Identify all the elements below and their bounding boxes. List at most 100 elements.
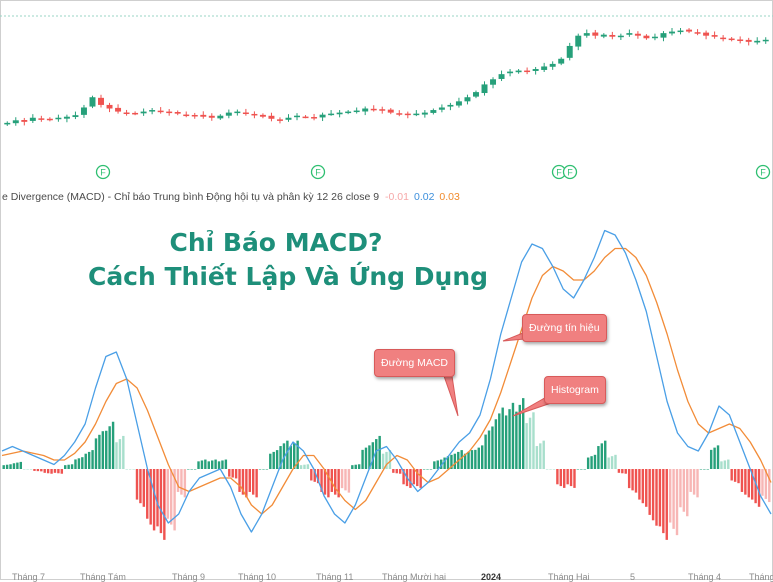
histogram-bar	[81, 457, 84, 469]
candle-body	[430, 110, 437, 113]
candle-body	[694, 32, 701, 34]
candle-body	[140, 111, 147, 114]
candle-body	[421, 112, 428, 115]
candle-body	[302, 116, 309, 119]
candle-body	[711, 35, 718, 37]
histogram-bar	[545, 469, 549, 470]
candle-body	[12, 120, 19, 124]
histogram-bar	[624, 469, 627, 474]
histogram-bar	[556, 469, 559, 485]
histogram-bar	[525, 423, 528, 469]
histogram-bar	[57, 469, 60, 474]
histogram-bar	[16, 462, 19, 469]
histogram-bar	[70, 464, 74, 469]
candle-body	[703, 32, 710, 36]
histogram-bar	[484, 434, 487, 469]
candle-body	[132, 112, 139, 115]
event-marker: F	[562, 164, 578, 180]
event-marker-label: F	[567, 168, 573, 178]
histogram-bar	[576, 469, 580, 470]
candle-body	[669, 31, 675, 34]
candle-body	[404, 113, 411, 116]
histogram-bar	[433, 461, 436, 469]
histogram-bar	[340, 469, 344, 489]
histogram-bar	[662, 469, 665, 534]
histogram-bar	[604, 440, 607, 469]
candle-body	[686, 29, 693, 32]
histogram-bar	[84, 453, 87, 469]
histogram-bar	[200, 460, 204, 469]
x-tick-label: 5	[630, 572, 636, 582]
histogram-bar	[241, 469, 245, 495]
candle-body	[72, 115, 79, 118]
histogram-bar	[251, 469, 255, 495]
candle-body	[600, 34, 607, 37]
histogram-bar	[156, 469, 159, 527]
event-marker: F	[755, 164, 771, 180]
candle-body	[98, 97, 104, 105]
histogram-bar	[648, 469, 651, 515]
histogram-bar	[754, 469, 757, 504]
histogram-bar	[761, 469, 764, 496]
histogram-bar	[238, 469, 241, 492]
candle-body	[583, 33, 590, 36]
candle-body	[413, 113, 420, 116]
histogram-bar	[378, 435, 381, 469]
histogram-bar	[610, 456, 614, 469]
histogram-bar	[511, 402, 515, 469]
histogram-bar	[617, 469, 621, 473]
candle-body	[123, 112, 130, 115]
histogram-bar	[706, 469, 709, 470]
histogram-bar	[768, 469, 771, 503]
candle-body	[464, 97, 471, 102]
candle-body	[80, 107, 87, 115]
histogram-bar	[33, 469, 36, 471]
candle-body	[149, 110, 156, 112]
histogram-bar	[658, 469, 662, 527]
candle-body	[379, 109, 386, 111]
candle-body	[737, 39, 744, 41]
histogram-bar	[686, 469, 689, 517]
histogram-bar	[607, 457, 610, 469]
histogram-bar	[91, 450, 94, 469]
histogram-bar	[228, 469, 231, 477]
histogram-bar	[422, 469, 426, 470]
candle-body	[336, 112, 343, 115]
headline-subtitle: Cách Thiết Lập Và Ứng Dụng	[87, 262, 489, 291]
candle-body	[490, 79, 497, 85]
macd-value: 0.02	[413, 191, 435, 203]
histogram-bar	[146, 469, 149, 519]
histogram-bar	[590, 456, 593, 469]
candle-body	[754, 40, 761, 43]
candle-body	[651, 36, 658, 39]
histogram-bar	[286, 440, 289, 469]
candle-body	[447, 104, 454, 107]
histogram-bar	[750, 469, 754, 500]
histogram-bar	[501, 407, 504, 469]
histogram-bar	[737, 469, 740, 484]
histogram-bar	[231, 469, 234, 478]
histogram-bar	[224, 459, 228, 469]
candle-body	[507, 71, 514, 74]
candle-body	[481, 84, 488, 94]
signal-value: 0.03	[439, 191, 460, 203]
histogram-bar	[207, 461, 210, 469]
histogram-bar	[26, 469, 29, 470]
indicator-legend: e Divergence (MACD) - Chỉ báo Trung bình…	[2, 191, 460, 203]
histogram-bar	[152, 469, 156, 531]
histogram-bar	[234, 469, 238, 479]
candle-body	[643, 35, 650, 39]
histogram-bar	[323, 469, 327, 495]
headline-title: Chỉ Báo MACD?	[169, 228, 383, 257]
candle-body	[455, 101, 462, 106]
histogram-bar	[429, 469, 433, 470]
candle-body	[558, 58, 565, 64]
x-tick-label: Tháng 10	[238, 572, 277, 582]
candle-body	[353, 110, 360, 113]
histogram-bar	[197, 461, 200, 469]
histogram-bar	[180, 469, 183, 495]
histogram-bar	[672, 469, 675, 529]
event-marker-label: F	[100, 168, 106, 178]
histogram-bar	[446, 456, 450, 469]
